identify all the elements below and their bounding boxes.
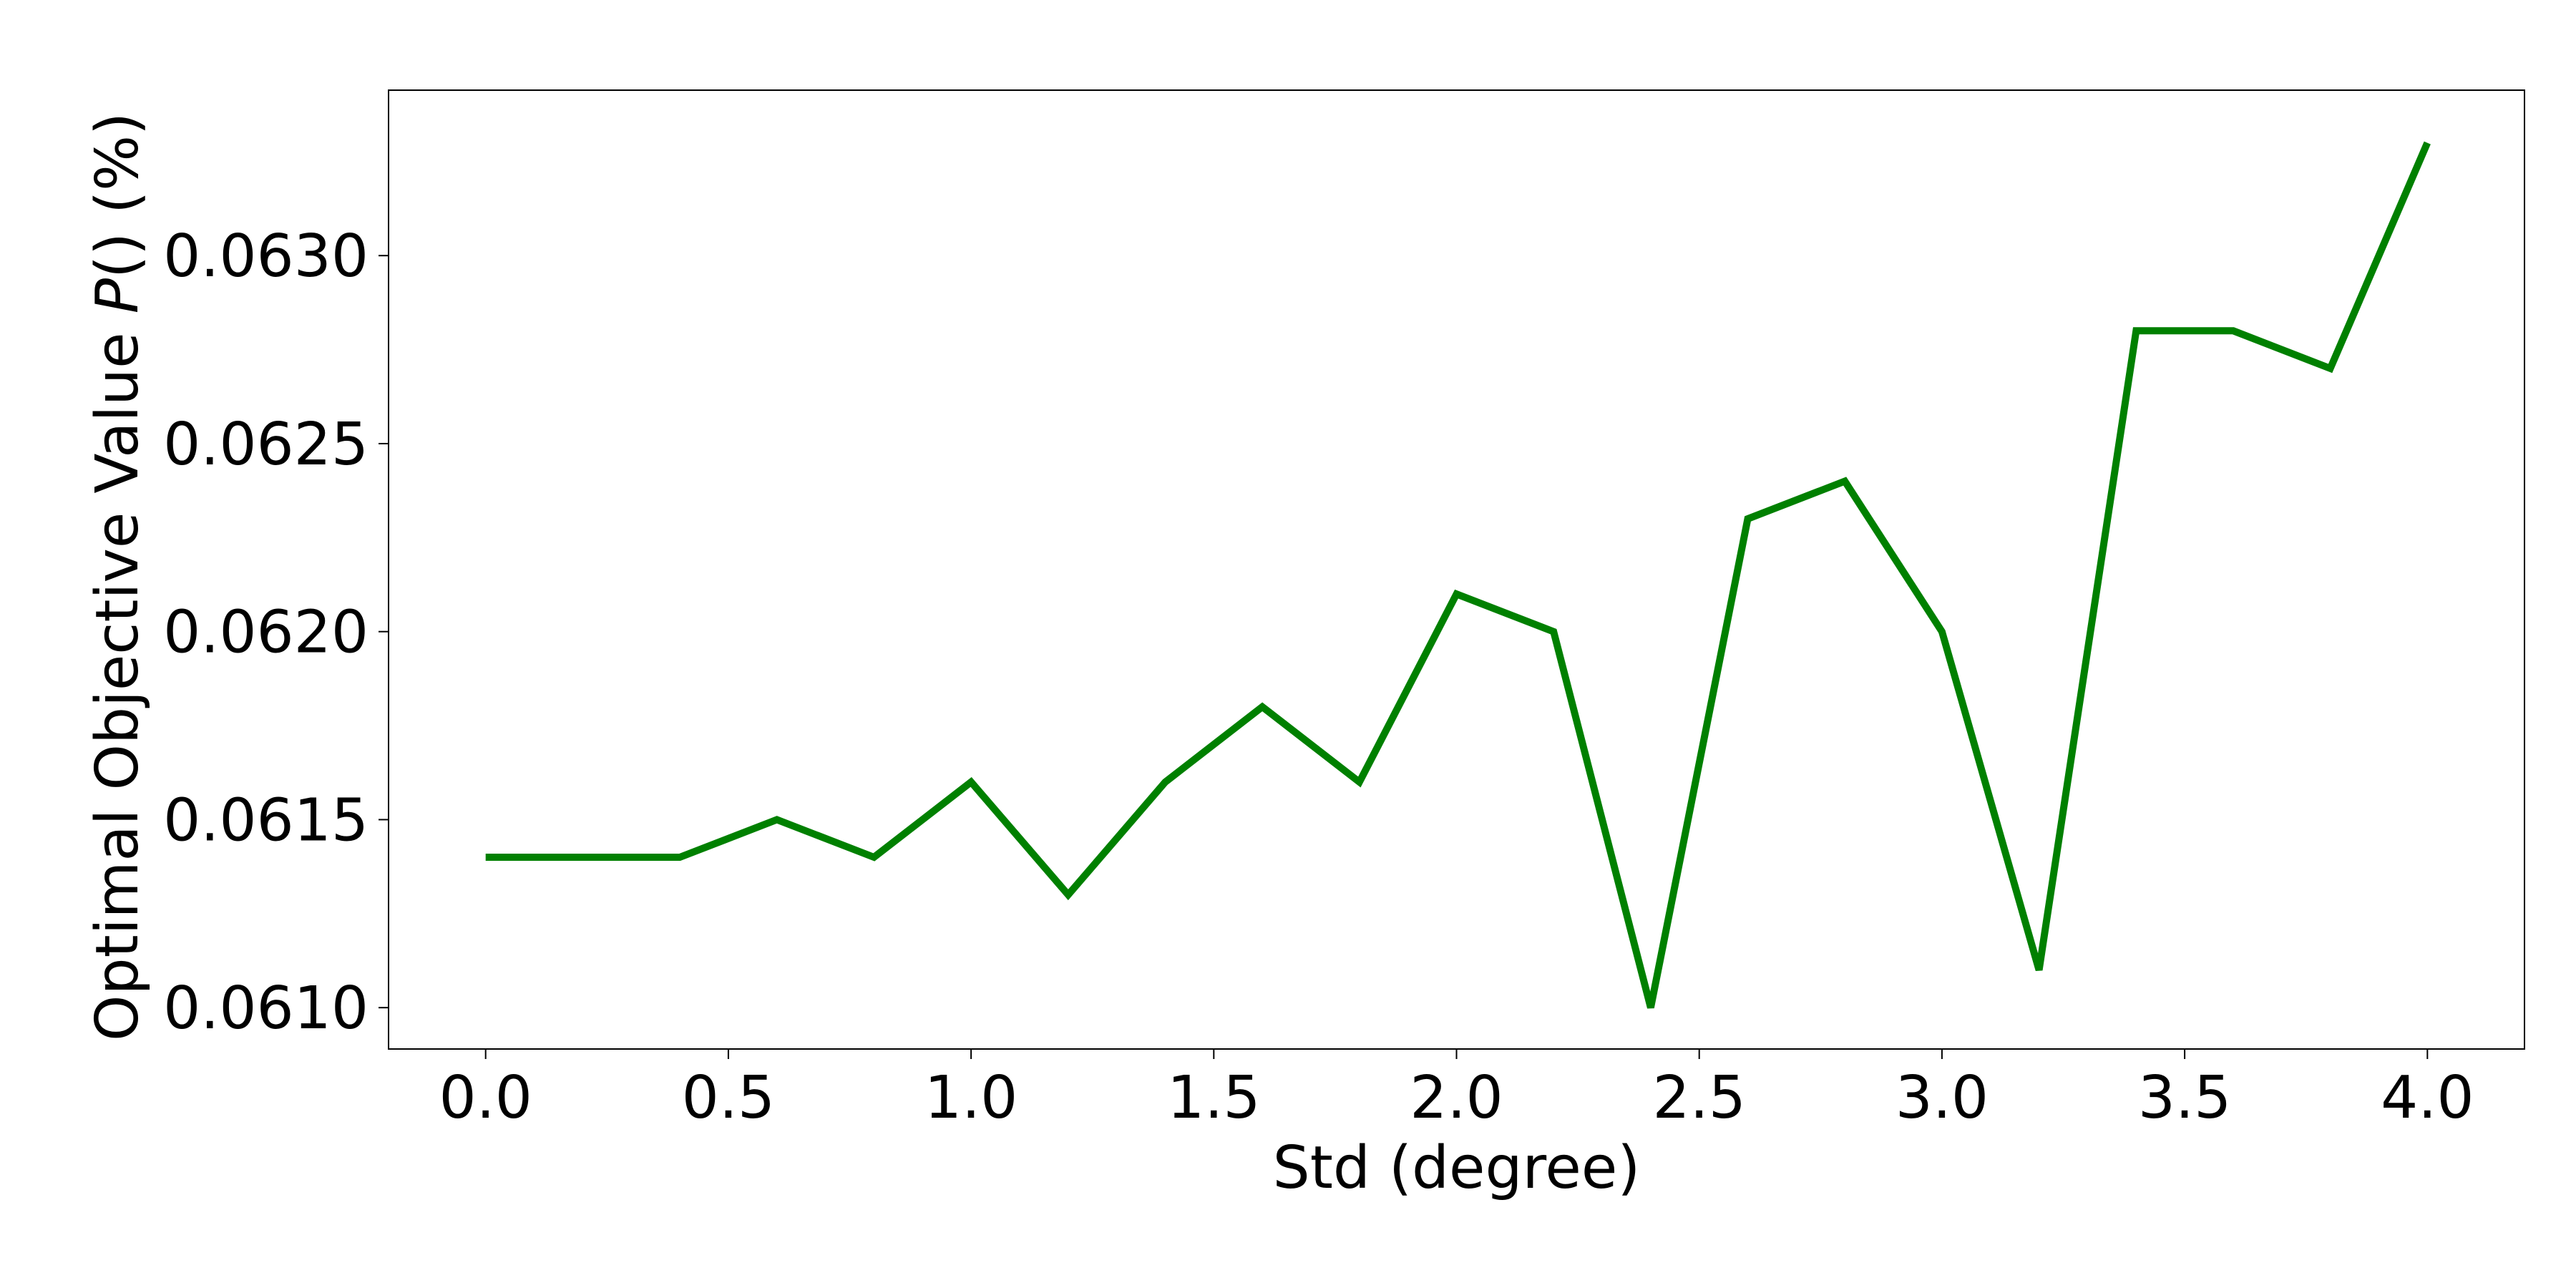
plot-area-frame <box>388 89 2525 1050</box>
chart-marks <box>485 141 2431 1009</box>
y-tick-label: 0.0620 <box>163 599 369 667</box>
x-axis: 0.0 0.5 1.0 1.5 2.0 2.5 3.0 3.5 4.0 <box>439 1049 2474 1132</box>
y-tick-label: 0.0630 <box>163 223 369 291</box>
x-tick-label: 4.0 <box>2381 1064 2474 1132</box>
x-tick-label: 1.5 <box>1167 1064 1260 1132</box>
y-tick-label: 0.0610 <box>163 975 369 1043</box>
y-axis-label-prefix: Optimal Objective Value <box>84 313 152 1041</box>
x-tick-label: 2.5 <box>1652 1064 1745 1132</box>
y-axis-label-symbol: P <box>84 278 152 313</box>
x-tick-label: 3.5 <box>2138 1064 2231 1132</box>
y-axis-label-suffix: () (%) <box>84 112 152 278</box>
series-line-0 <box>485 141 2431 1009</box>
x-tick-label: 2.0 <box>1410 1064 1503 1132</box>
x-axis-label: Std (degree) <box>1273 1134 1641 1202</box>
x-tick-label: 0.0 <box>439 1064 532 1132</box>
y-tick-label: 0.0615 <box>163 786 369 854</box>
x-tick-label: 3.0 <box>1896 1064 1989 1132</box>
y-axis-label: Optimal Objective Value P() (%) <box>84 112 152 1041</box>
y-axis: 0.0610 0.0615 0.0620 0.0625 0.0630 <box>163 223 389 1043</box>
y-tick-label: 0.0625 <box>163 411 369 479</box>
x-tick-label: 0.5 <box>682 1064 775 1132</box>
x-tick-label: 1.0 <box>924 1064 1018 1132</box>
